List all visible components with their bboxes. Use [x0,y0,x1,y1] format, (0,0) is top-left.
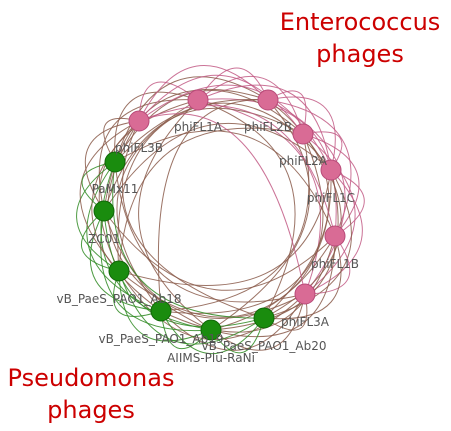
node-AIIMS-Plu-RaNi[interactable] [200,319,222,341]
edge-phiFL2A-phiFL1B [302,133,360,237]
node-label-phiFL3B: phiFL3B [115,141,163,155]
edge-phiFL3A-vB_PaeS_PAO1_Ab20 [263,293,308,331]
edge-phiFL1C-vB_PaeS_PAO1_Ab18 [118,169,332,286]
edge-phiFL1A-phiFL2A [197,75,304,135]
node-vB_PaeS_PAO1_Ab19[interactable] [150,300,172,322]
edge-phiFL1B-phiFL3B [138,105,336,237]
network-nodes [93,89,346,341]
node-label-vB_PaeS_PAO1_Ab20: vB_PaeS_PAO1_Ab20 [201,339,326,353]
edge-phiFL1C-AIIMS-Plu-RaNi [210,169,339,331]
edge-vB_PaeS_PAO1_Ab18-ZC01 [80,210,120,272]
edge-phiFL1B-phiFL3A [304,235,351,295]
edge-phiFL3A-AIIMS-Plu-RaNi [210,293,306,351]
edge-phiFL2B-vB_PaeS_PAO1_Ab18 [117,98,269,272]
edge-vB_PaeS_PAO1_Ab20-phiFL3B [122,120,265,319]
node-ZC01[interactable] [93,200,115,222]
edge-AIIMS-Plu-RaNi-vB_PaeS_PAO1_Ab18 [118,270,212,342]
edge-phiFL1B-ZC01 [103,210,336,291]
pseudomonas-title-line1: Pseudomonas [7,364,175,392]
enterococcus-title-line2: phages [316,40,404,68]
edge-phiFL1C-ZC01 [103,122,332,212]
edge-phiFL3A-vB_PaeS_PAO1_Ab19 [160,293,306,351]
node-label-vB_PaeS_PAO1_Ab19: vB_PaeS_PAO1_Ab19 [98,332,223,346]
node-phiFL2B[interactable] [257,89,279,111]
edge-phiFL2A-AIIMS-Plu-RaNi [210,133,324,331]
edge-phiFL2B-phiFL1B [267,99,352,237]
edge-phiFL1A-phiFL2B [197,67,269,101]
edge-phiFL3A-phiFL3B [138,113,306,295]
edge-phiFL1C-phiFL1B [330,169,365,237]
edge-vB_PaeS_PAO1_Ab19-PaMx11 [86,161,162,312]
edge-vB_PaeS_PAO1_Ab19-vB_PaeS_PAO1_Ab18 [112,270,162,317]
edge-phiFL2A-phiFL3B [138,74,304,135]
edge-vB_PaeS_PAO1_Ab18-PaMx11 [76,161,120,272]
edge-ZC01-PaMx11 [81,161,116,212]
edge-phiFL1A-PaMx11 [114,91,199,163]
edge-phiFL1A-vB_PaeS_PAO1_Ab20 [197,99,296,319]
edge-phiFL2B-phiFL1C [267,96,336,171]
enterococcus-title-line1: Enterococcus [279,8,441,36]
node-PaMx11[interactable] [104,151,126,173]
node-label-ZC01: ZC01 [88,232,120,246]
node-label-phiFL1A: phiFL1A [174,120,223,134]
network-edges [76,65,365,355]
pseudomonas-group-title: Pseudomonas phages [2,362,180,426]
node-label-phiFL3A: phiFL3A [281,315,330,329]
node-label-PaMx11: PaMx11 [92,182,139,196]
edge-phiFL2A-ZC01 [103,107,304,212]
edge-AIIMS-Plu-RaNi-vB_PaeS_PAO1_Ab19 [160,310,212,349]
node-vB_PaeS_PAO1_Ab20[interactable] [253,307,275,329]
edge-phiFL2B-vB_PaeS_PAO1_Ab19 [157,99,269,312]
edge-phiFL1B-vB_PaeS_PAO1_Ab19 [160,235,336,333]
node-phiFL1A[interactable] [187,89,209,111]
edge-vB_PaeS_PAO1_Ab20-vB_PaeS_PAO1_Ab19 [160,310,265,355]
edge-phiFL2B-ZC01 [103,88,269,212]
node-label-phiFL1C: phiFL1C [307,191,355,205]
node-phiFL1B[interactable] [324,225,346,247]
node-label-phiFL2A: phiFL2A [279,154,328,168]
node-label-phiFL1B: phiFL1B [311,257,359,271]
node-label-phiFL2B: phiFL2B [244,120,292,134]
node-vB_PaeS_PAO1_Ab18[interactable] [108,260,130,282]
edge-vB_PaeS_PAO1_Ab20-PaMx11 [112,161,265,319]
edge-AIIMS-Plu-RaNi-ZC01 [100,210,212,332]
edge-phiFL1C-phiFL3A [304,169,363,295]
enterococcus-group-title: Enterococcus phages [272,6,448,70]
edge-phiFL1A-AIIMS-Plu-RaNi [138,99,212,331]
node-label-AIIMS-Plu-RaNi: AIIMS-Plu-RaNi [167,351,255,365]
edge-phiFL1B-PaMx11 [114,130,336,237]
edge-vB_PaeS_PAO1_Ab18-phiFL3B [79,120,140,272]
edge-phiFL2A-phiFL3A [302,133,356,295]
node-phiFL1C[interactable] [320,159,342,181]
network-labels: phiFL1A phiFL2B phiFL2A phiFL1C phiFL1B phiFL… [56,120,359,365]
pseudomonas-title-line2: phages [47,396,135,424]
edge-vB_PaeS_PAO1_Ab19-phiFL3B [91,120,162,312]
node-phiFL3B[interactable] [128,110,150,132]
edge-phiFL3A-PaMx11 [114,161,306,303]
edge-vB_PaeS_PAO1_Ab20-AIIMS-Plu-RaNi [210,317,265,354]
node-phiFL3A[interactable] [294,283,316,305]
edge-ZC01-phiFL3B [84,120,140,212]
node-label-vB_PaeS_PAO1_Ab18: vB_PaeS_PAO1_Ab18 [56,292,181,306]
edge-phiFL2A-vB_PaeS_PAO1_Ab19 [160,133,310,312]
node-phiFL2A[interactable] [292,123,314,145]
